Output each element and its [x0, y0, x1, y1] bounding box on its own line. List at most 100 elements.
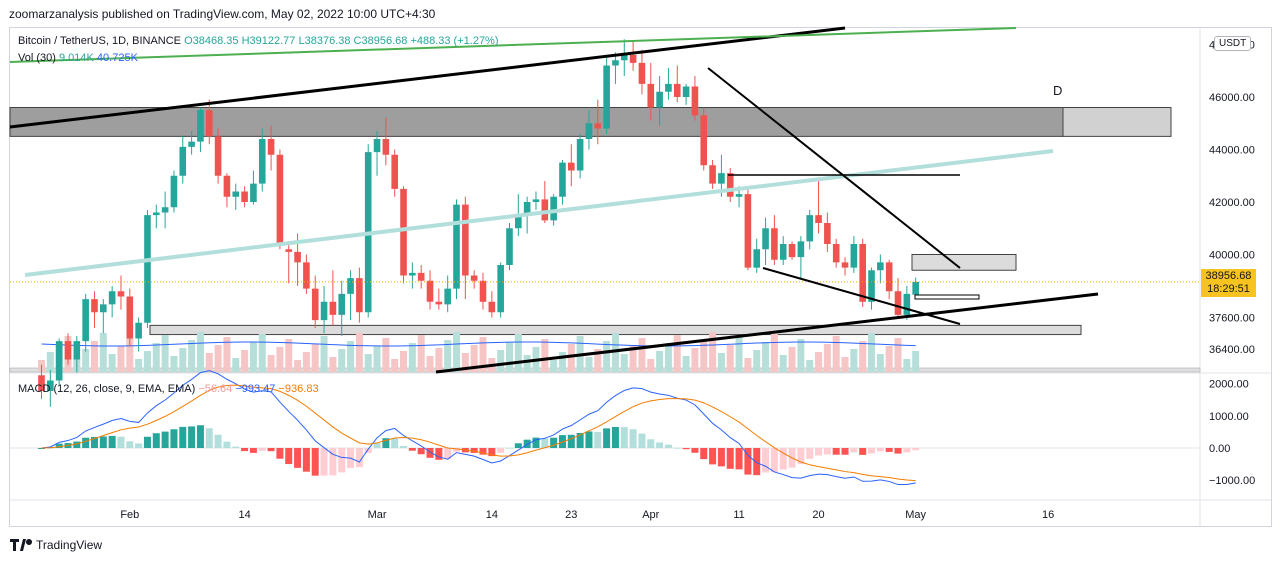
macd-histogram-bar: [55, 443, 63, 448]
macd-histogram-bar: [576, 432, 584, 448]
candle-body: [620, 55, 628, 61]
candle-body: [241, 191, 248, 202]
macd-histogram-bar: [611, 426, 619, 448]
lower-channel-trendline: [435, 292, 1099, 374]
volume-bar: [744, 358, 752, 372]
candle-body: [329, 301, 337, 315]
ohlc-open: O38468.35: [184, 35, 239, 47]
volume-bar: [514, 334, 522, 372]
candle-body: [797, 241, 805, 258]
macd-histogram-bar: [294, 448, 302, 468]
candle-body: [126, 296, 134, 339]
macd-histogram-bar: [320, 448, 328, 476]
last-price: 38956.68: [1205, 270, 1252, 282]
volume-bar: [435, 348, 443, 372]
macd-histogram-bar: [400, 445, 408, 448]
volume-bar: [876, 354, 884, 372]
macd-histogram-bar: [391, 438, 399, 448]
currency-button[interactable]: USDT: [1214, 36, 1252, 51]
wedge-lower-line: [762, 267, 961, 325]
macd-histogram-bar: [355, 448, 363, 468]
macd-signal-value: −936.83: [278, 383, 319, 395]
candle-body: [267, 139, 275, 155]
macd-histogram-bar: [38, 448, 45, 449]
macd-histogram-bar: [417, 448, 425, 455]
volume-bar: [99, 333, 107, 372]
candle-body: [894, 291, 902, 315]
candle-body: [700, 115, 708, 166]
candle-body: [38, 375, 45, 391]
candle-body: [832, 244, 840, 263]
volume-bar: [161, 335, 169, 372]
candle-body: [170, 175, 178, 208]
candle-body: [73, 341, 81, 360]
macd-histogram-bar: [629, 429, 637, 448]
macd-label: MACD (12, 26, close, 9, EMA, EMA): [18, 383, 196, 395]
candle-body: [541, 199, 549, 221]
candle-body: [762, 228, 769, 250]
volume-bar: [338, 349, 346, 372]
last-price-tag: 38956.68 18:29:51: [1201, 269, 1256, 297]
macd-histogram-bar: [700, 448, 708, 460]
candle-body: [144, 215, 151, 323]
candle-body: [303, 262, 310, 289]
candle-body: [771, 228, 778, 260]
macd-histogram-bar: [364, 448, 372, 454]
volume-bar: [567, 344, 575, 372]
macd-histogram-bar: [709, 448, 717, 465]
volume-bar: [126, 338, 134, 372]
candle-body: [753, 249, 761, 268]
volume-bar: [320, 336, 328, 372]
macd-histogram-bar: [329, 448, 337, 476]
volume-bar: [594, 349, 602, 372]
candle-body: [497, 265, 504, 313]
macd-histogram-bar: [514, 443, 522, 448]
volume-bar: [426, 356, 434, 372]
candle-body: [585, 123, 593, 139]
candle-body: [435, 301, 443, 305]
macd-histogram-bar: [444, 448, 452, 460]
volume-bar: [347, 341, 355, 372]
candle-body: [824, 223, 831, 244]
macd-histogram-bar: [453, 448, 461, 452]
volume-bar: [850, 349, 858, 372]
volume-bar: [673, 335, 681, 372]
upper-channel-trendline: [9, 26, 846, 129]
volume-bar: [664, 343, 672, 372]
candle-body: [665, 83, 672, 92]
candle-body: [568, 162, 575, 171]
volume-bar: [603, 341, 611, 372]
volume-bar: [868, 333, 876, 372]
macd-histogram-bar: [832, 448, 840, 455]
volume-bar: [453, 332, 461, 372]
volume-bar: [400, 351, 408, 372]
volume-bar: [249, 342, 257, 372]
volume-bar: [629, 346, 637, 372]
price-tick-label: 46000.00: [1209, 92, 1255, 104]
macd-histogram-bar: [541, 438, 549, 448]
candle-body: [409, 272, 416, 276]
candle-body: [47, 380, 54, 391]
macd-histogram-bar: [249, 448, 257, 453]
candle-body: [347, 278, 354, 294]
macd-tick-label: 1000.00: [1209, 411, 1249, 423]
macd-histogram-bar: [479, 448, 487, 455]
volume-bar: [223, 337, 231, 372]
volume-bar: [806, 360, 814, 372]
volume-legend: Vol (30) 9.014K 40.725K: [18, 52, 138, 64]
macd-histogram-bar: [647, 439, 655, 448]
macd-histogram-bar: [373, 442, 381, 448]
volume-bar: [196, 332, 204, 372]
volume-bar: [691, 348, 699, 372]
volume-bar: [638, 338, 646, 372]
candle-body: [214, 136, 222, 176]
macd-histogram-bar: [232, 446, 240, 448]
volume-bar: [152, 343, 160, 372]
macd-histogram-bar: [691, 448, 699, 453]
brand-logo[interactable]: TradingView: [10, 538, 102, 552]
volume-bar: [859, 341, 867, 372]
candle-body: [179, 146, 187, 176]
macd-histogram-bar: [523, 439, 531, 448]
volume-bar: [179, 348, 187, 372]
